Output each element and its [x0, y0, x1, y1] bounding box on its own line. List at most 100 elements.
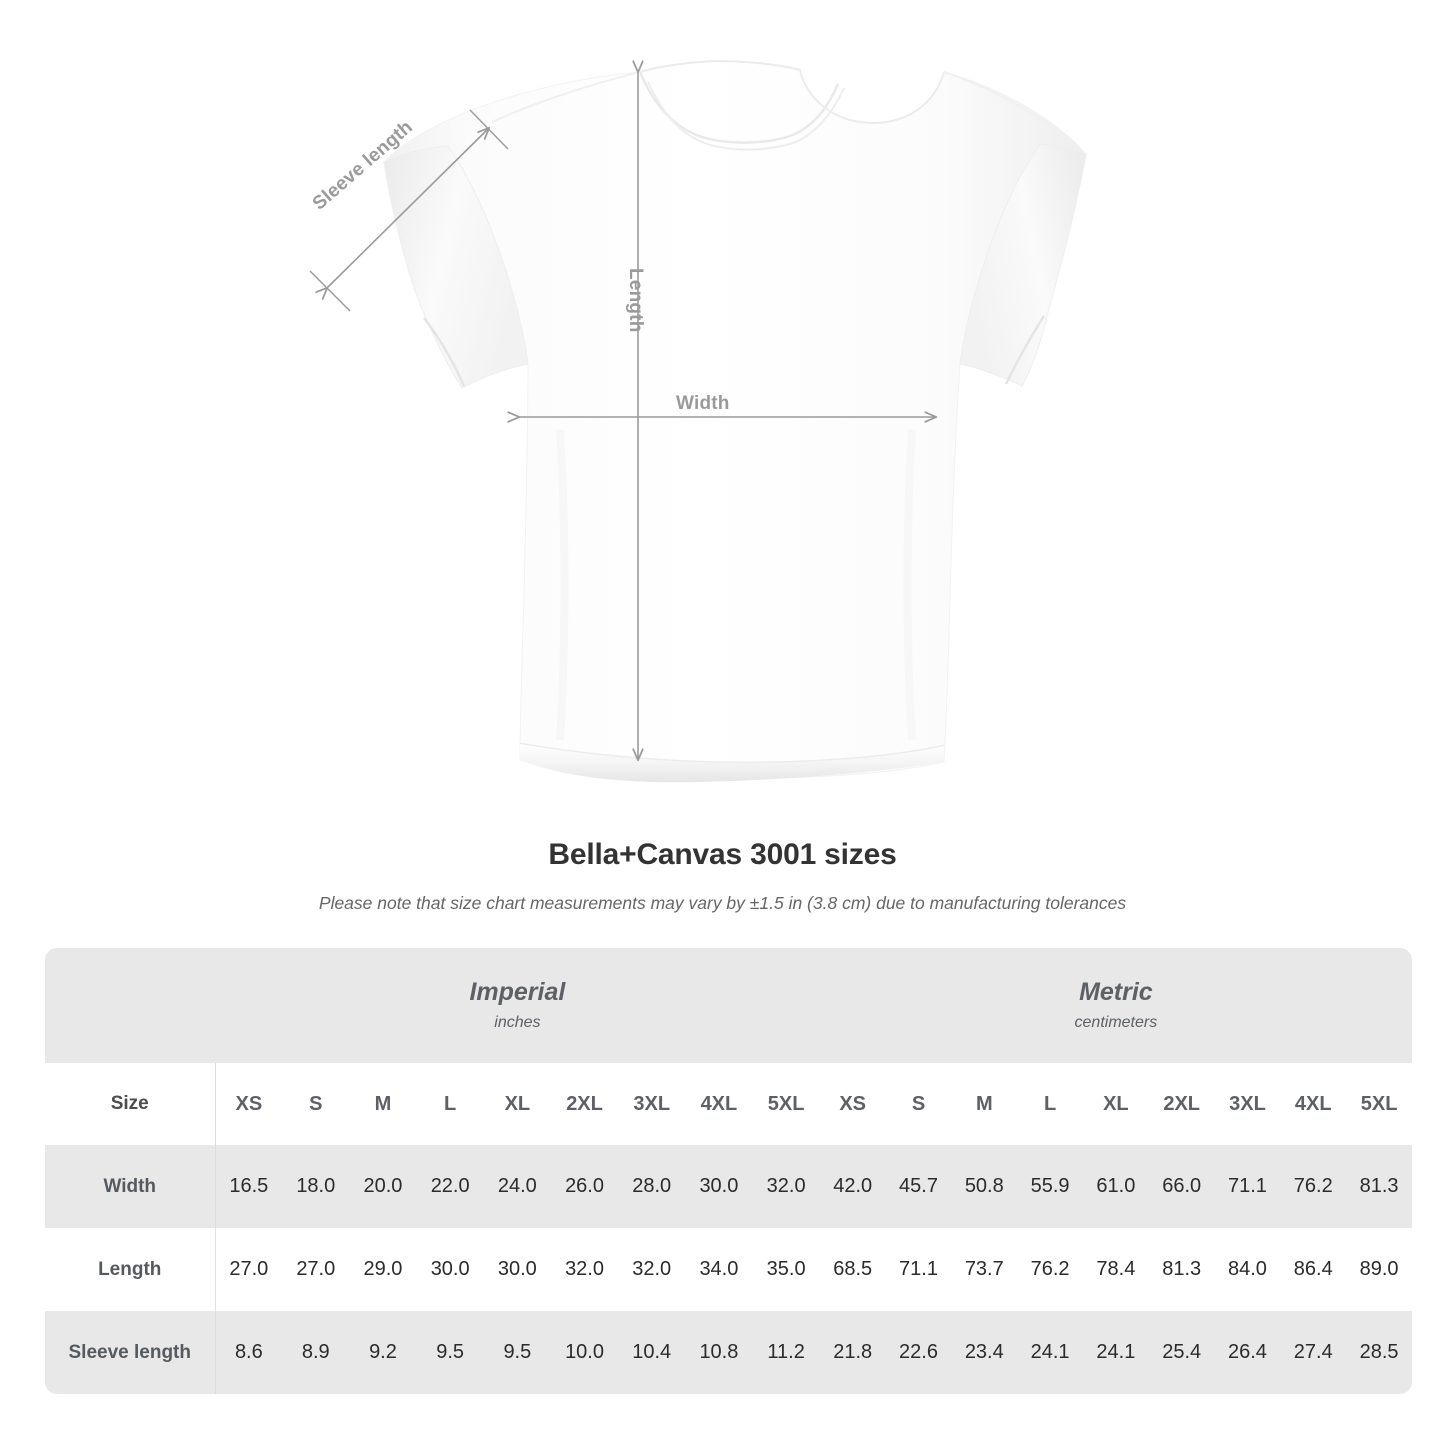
cell-width-imperial-2xl: 26.0	[550, 1145, 619, 1228]
neckline-inner	[647, 81, 845, 151]
size-header-metric-4xl: 4XL	[1280, 1063, 1347, 1145]
size-corner-label: Size	[45, 1063, 215, 1145]
fabric-fold-right	[903, 429, 916, 741]
unit-group-metric: Metric centimeters	[819, 948, 1412, 1063]
cell-width-imperial-l: 22.0	[416, 1145, 484, 1228]
tshirt-right-sleeve	[959, 143, 1087, 387]
cell-length-metric-5xl: 89.0	[1346, 1228, 1412, 1311]
row-label-width: Width	[45, 1145, 215, 1228]
size-header-row: Size XS S M L XL 2XL 3XL 4XL 5XL XS S M …	[45, 1063, 1412, 1145]
size-header-imperial-5xl: 5XL	[752, 1063, 820, 1145]
cell-sleeve-metric-l: 24.1	[1017, 1311, 1083, 1394]
tshirt-body-shape	[383, 60, 1087, 779]
size-header-metric-m: M	[951, 1063, 1018, 1145]
table-row: Width 16.5 18.0 20.0 22.0 24.0 26.0 28.0…	[45, 1145, 1412, 1228]
cell-length-metric-4xl: 86.4	[1280, 1228, 1347, 1311]
cell-length-imperial-3xl: 32.0	[618, 1228, 686, 1311]
size-table: Imperial inches Metric centimeters Size …	[45, 948, 1412, 1394]
cell-width-metric-l: 55.9	[1017, 1145, 1083, 1228]
cell-width-imperial-3xl: 28.0	[618, 1145, 686, 1228]
cell-length-metric-l: 76.2	[1017, 1228, 1083, 1311]
row-label-sleeve-length: Sleeve length	[45, 1311, 215, 1394]
cell-sleeve-metric-m: 23.4	[951, 1311, 1018, 1394]
size-header-metric-3xl: 3XL	[1214, 1063, 1281, 1145]
cell-length-imperial-m: 29.0	[349, 1228, 417, 1311]
size-header-metric-2xl: 2XL	[1148, 1063, 1215, 1145]
right-sleeve-hem	[1004, 315, 1046, 385]
tshirt-graphic	[383, 59, 1087, 783]
size-chart-heading: Bella+Canvas 3001 sizes Please note that…	[0, 838, 1445, 914]
cell-sleeve-metric-xs: 21.8	[819, 1311, 886, 1394]
cell-width-imperial-m: 20.0	[349, 1145, 417, 1228]
right-shoulder-seam	[943, 71, 1077, 145]
unit-header-row: Imperial inches Metric centimeters	[45, 948, 1412, 1063]
cell-length-metric-xl: 78.4	[1082, 1228, 1149, 1311]
cell-width-imperial-5xl: 32.0	[752, 1145, 820, 1228]
bottom-hem-band	[520, 744, 944, 783]
cell-length-metric-m: 73.7	[951, 1228, 1018, 1311]
cell-length-metric-2xl: 81.3	[1148, 1228, 1215, 1311]
cell-width-metric-4xl: 76.2	[1280, 1145, 1347, 1228]
size-header-imperial-l: L	[416, 1063, 484, 1145]
cell-length-imperial-l: 30.0	[416, 1228, 484, 1311]
cell-length-imperial-xs: 27.0	[214, 1228, 283, 1311]
row-label-length: Length	[45, 1228, 215, 1311]
length-label: Length	[625, 268, 646, 333]
unit-imperial-name: Imperial	[469, 978, 566, 1007]
unit-metric-name: Metric	[1079, 978, 1153, 1007]
size-header-imperial-4xl: 4XL	[685, 1063, 753, 1145]
size-header-metric-5xl: 5XL	[1346, 1063, 1412, 1145]
size-header-metric-s: S	[885, 1063, 952, 1145]
cell-width-metric-xl: 61.0	[1082, 1145, 1149, 1228]
cell-sleeve-imperial-2xl: 10.0	[550, 1311, 619, 1394]
unit-group-imperial: Imperial inches	[215, 948, 820, 1063]
cell-length-metric-s: 71.1	[885, 1228, 952, 1311]
size-header-imperial-xl: XL	[483, 1063, 551, 1145]
cell-length-imperial-s: 27.0	[282, 1228, 350, 1311]
size-header-metric-l: L	[1017, 1063, 1083, 1145]
unit-imperial-sub: inches	[494, 1013, 541, 1031]
cell-length-metric-3xl: 84.0	[1214, 1228, 1281, 1311]
cell-width-imperial-s: 18.0	[282, 1145, 350, 1228]
size-table-container: Imperial inches Metric centimeters Size …	[45, 948, 1412, 1394]
size-header-imperial-xs: XS	[214, 1063, 283, 1145]
cell-width-imperial-xl: 24.0	[483, 1145, 551, 1228]
cell-length-metric-xs: 68.5	[819, 1228, 886, 1311]
size-header-imperial-3xl: 3XL	[618, 1063, 686, 1145]
cell-width-metric-5xl: 81.3	[1346, 1145, 1412, 1228]
unit-spacer-cell	[45, 948, 215, 1063]
width-label: Width	[676, 393, 730, 414]
tshirt-image	[383, 59, 1087, 783]
cell-sleeve-imperial-s: 8.9	[282, 1311, 350, 1394]
fabric-fold-left	[556, 429, 569, 741]
cell-sleeve-metric-2xl: 25.4	[1148, 1311, 1215, 1394]
cell-length-imperial-2xl: 32.0	[550, 1228, 619, 1311]
table-row: Length 27.0 27.0 29.0 30.0 30.0 32.0 32.…	[45, 1228, 1412, 1311]
unit-metric-sub: centimeters	[1074, 1013, 1158, 1031]
cell-sleeve-imperial-xs: 8.6	[214, 1311, 283, 1394]
cell-sleeve-imperial-m: 9.2	[349, 1311, 417, 1394]
table-row: Sleeve length 8.6 8.9 9.2 9.5 9.5 10.0 1…	[45, 1311, 1412, 1394]
left-sleeve-hem	[423, 317, 466, 387]
size-header-metric-xs: XS	[819, 1063, 886, 1145]
cell-sleeve-metric-5xl: 28.5	[1346, 1311, 1412, 1394]
cell-sleeve-imperial-4xl: 10.8	[685, 1311, 753, 1394]
cell-width-metric-xs: 42.0	[819, 1145, 886, 1228]
cell-sleeve-imperial-3xl: 10.4	[618, 1311, 686, 1394]
size-header-metric-xl: XL	[1082, 1063, 1149, 1145]
cell-width-metric-s: 45.7	[885, 1145, 952, 1228]
cell-width-imperial-xs: 16.5	[214, 1145, 283, 1228]
cell-sleeve-metric-xl: 24.1	[1082, 1311, 1149, 1394]
neckline-outer	[638, 71, 840, 144]
cell-sleeve-metric-4xl: 27.4	[1280, 1311, 1347, 1394]
cell-width-imperial-4xl: 30.0	[685, 1145, 753, 1228]
cell-sleeve-imperial-5xl: 11.2	[752, 1311, 820, 1394]
cell-width-metric-2xl: 66.0	[1148, 1145, 1215, 1228]
left-shoulder-seam	[491, 71, 641, 123]
tolerance-note: Please note that size chart measurements…	[318, 893, 1127, 913]
collar-band	[639, 59, 945, 125]
cell-sleeve-imperial-xl: 9.5	[483, 1311, 551, 1394]
cell-sleeve-metric-3xl: 26.4	[1214, 1311, 1281, 1394]
size-header-imperial-2xl: 2XL	[550, 1063, 619, 1145]
size-header-imperial-s: S	[282, 1063, 350, 1145]
